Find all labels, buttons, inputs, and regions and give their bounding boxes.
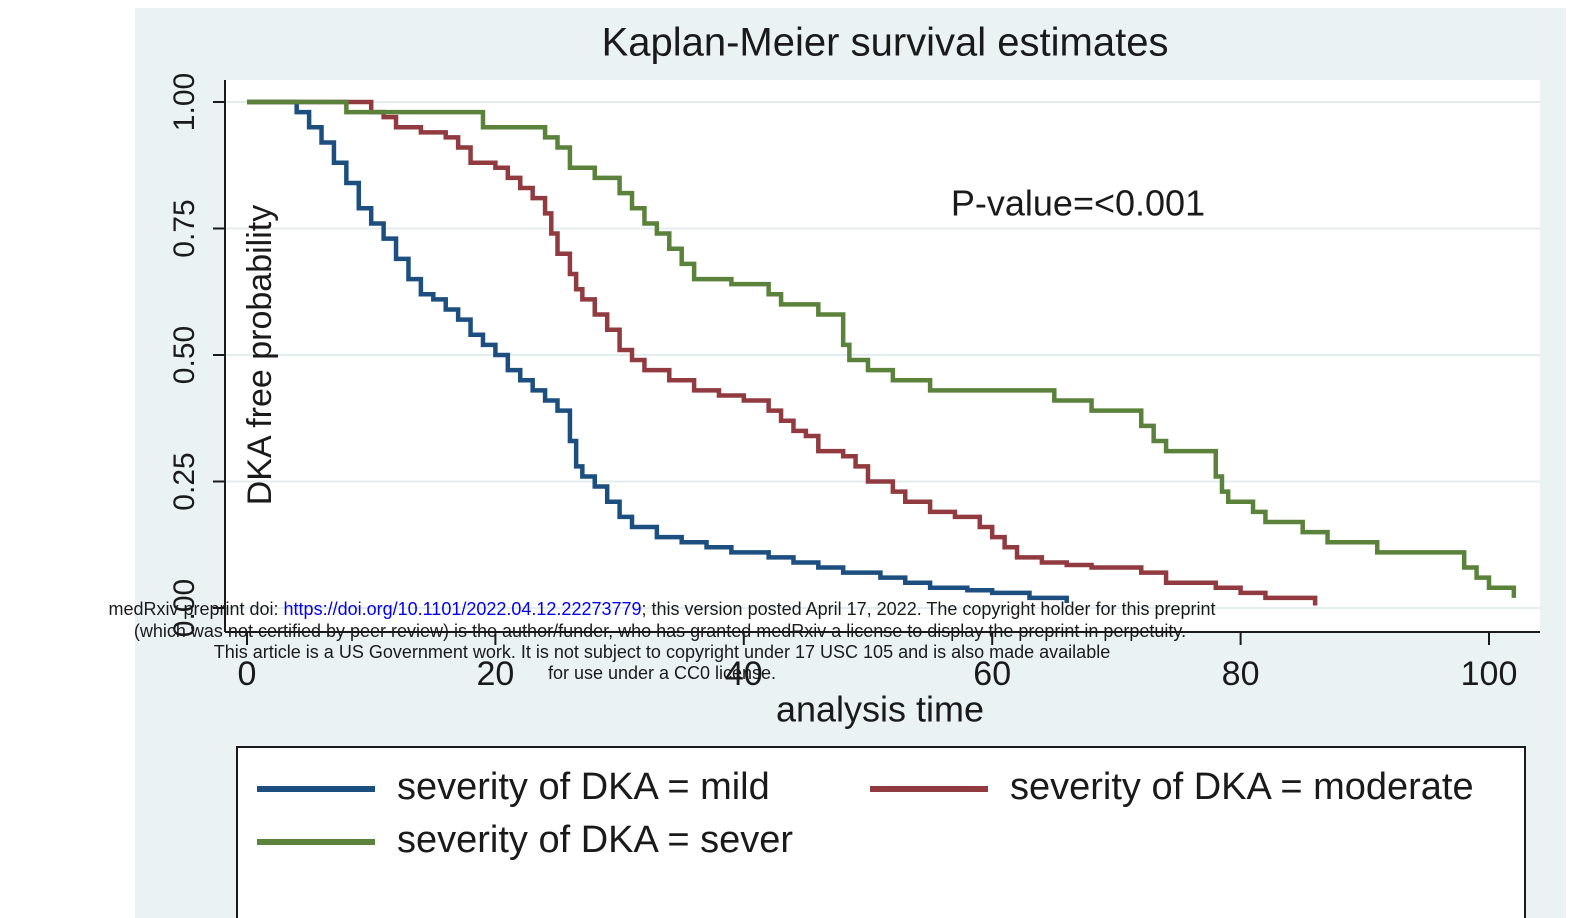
- curves: [247, 99, 1517, 606]
- x-tick-label: 100: [1461, 655, 1518, 693]
- y-tick-label: 0.25: [168, 452, 201, 510]
- y-tick-label: 0.75: [168, 199, 201, 257]
- watermark: medRxiv preprint doi: https://doi.org/10…: [108, 599, 1215, 683]
- y-tick-label: 1.00: [168, 73, 201, 131]
- x-tick-label: 20: [476, 655, 514, 693]
- legend-label: severity of DKA = sever: [397, 819, 793, 861]
- legend-box: [236, 746, 1526, 918]
- watermark-text: ; this version posted April 17, 2022. Th…: [642, 599, 1216, 619]
- x-tick-label: 60: [973, 655, 1011, 693]
- chart-title: Kaplan-Meier survival estimates: [602, 21, 1169, 65]
- survival-curve: [247, 99, 1069, 603]
- grid: [225, 101, 1540, 609]
- y-tick-label: 0.00: [168, 579, 201, 637]
- watermark-link[interactable]: https://doi.org/10.1101/2022.04.12.22273…: [284, 599, 642, 619]
- watermark-line: This article is a US Government work. It…: [214, 642, 1110, 662]
- x-tick-label: 80: [1222, 655, 1260, 693]
- survival-curve: [247, 99, 1517, 598]
- watermark-line: medRxiv preprint doi: https://doi.org/10…: [108, 599, 1215, 619]
- watermark-line: (which was not certified by peer review)…: [134, 621, 1186, 641]
- x-tick-label: 40: [725, 655, 763, 693]
- legend-label: severity of DKA = mild: [397, 766, 770, 808]
- watermark-text: medRxiv preprint doi:: [108, 599, 283, 619]
- y-axis-label: DKA free probability: [241, 205, 279, 506]
- watermark-line: for use under a CC0 license.: [548, 663, 776, 683]
- y-tick-label: 0.50: [168, 326, 201, 384]
- x-tick-label: 0: [238, 655, 257, 693]
- legend: severity of DKA = mild severity of DKA = …: [257, 766, 1474, 861]
- survival-curve: [247, 99, 1318, 606]
- annotation: P-value=<0.001: [951, 183, 1205, 224]
- legend-label: severity of DKA = moderate: [1010, 766, 1474, 808]
- x-axis-label: analysis time: [776, 689, 984, 730]
- ticks: 0.00 0.25 0.50 0.75 1.00 0 20 40 60 80 100: [168, 73, 1517, 693]
